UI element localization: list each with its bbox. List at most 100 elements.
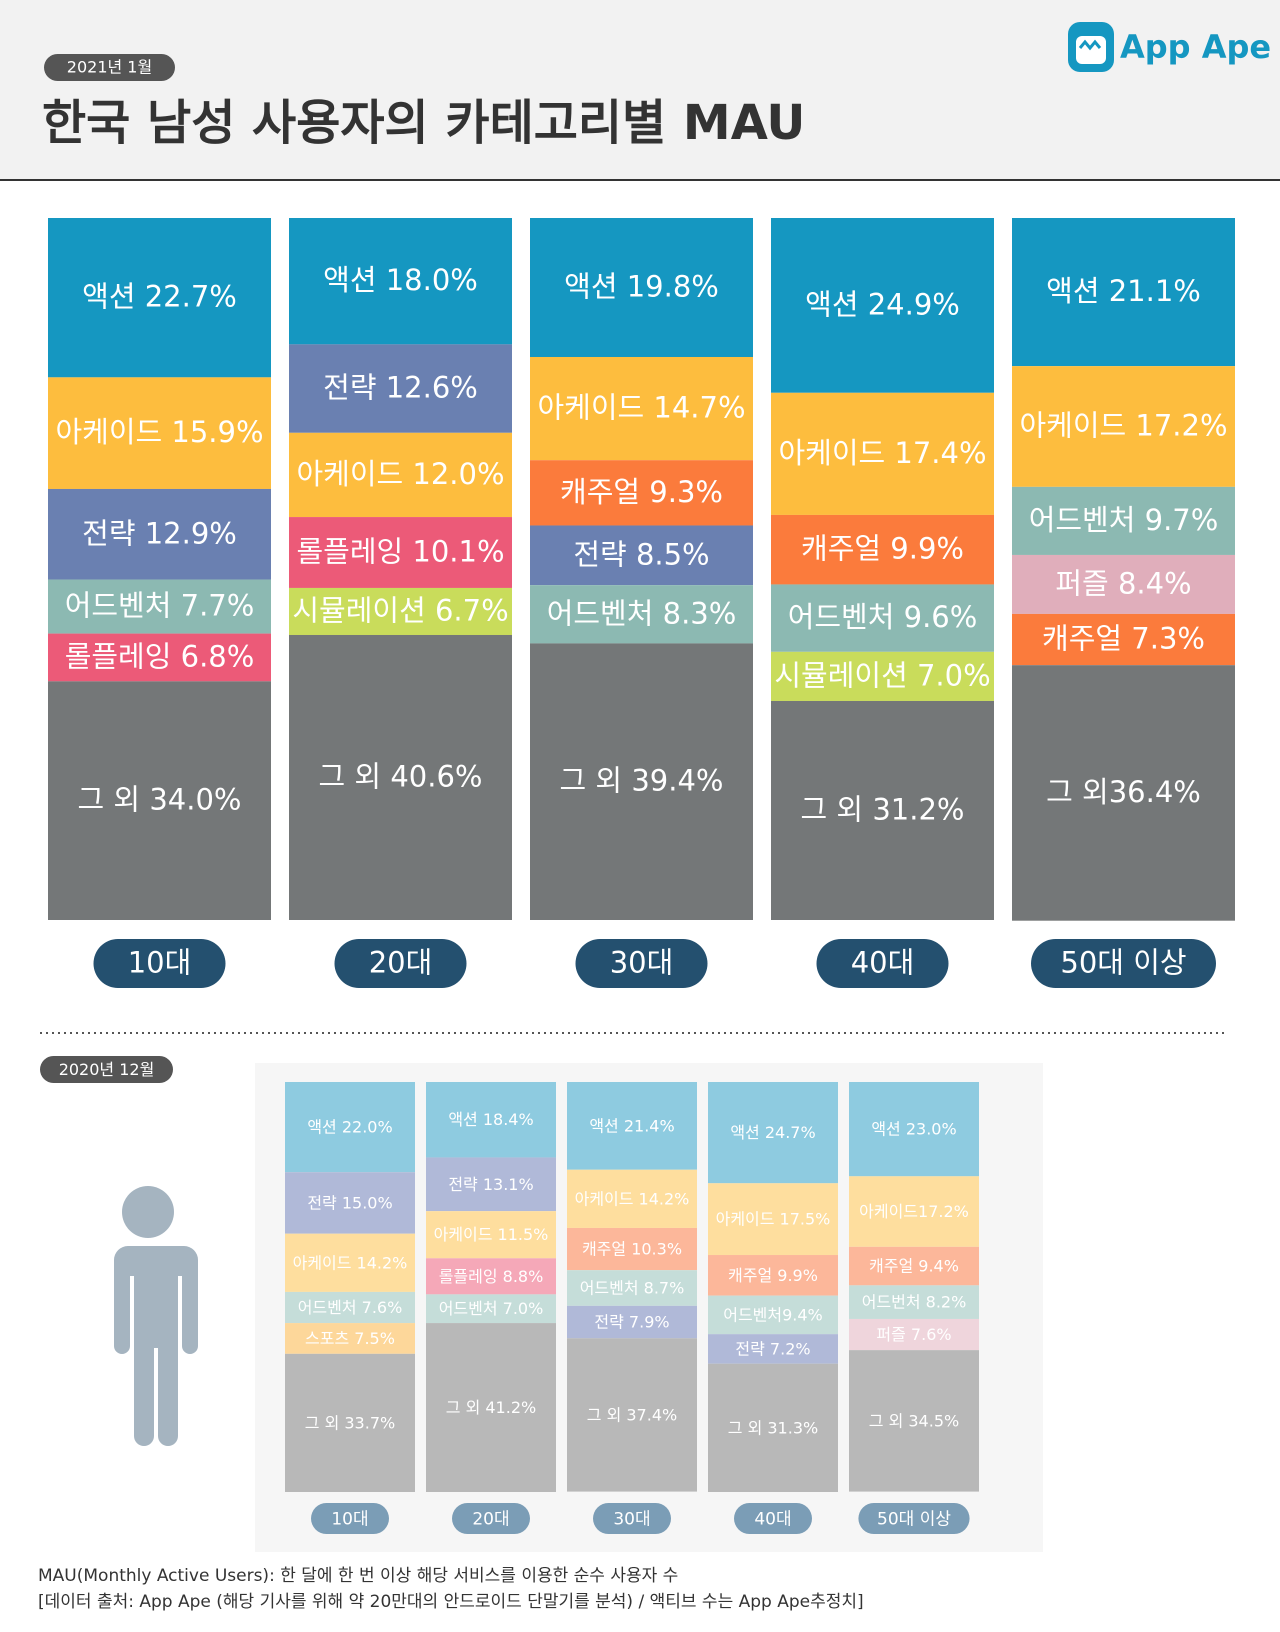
age-label: 50대 이상 — [1060, 946, 1186, 980]
segment-label: 어드벤처 8.3% — [547, 596, 737, 630]
segment — [771, 584, 994, 652]
segment — [285, 1172, 415, 1234]
segment — [708, 1334, 838, 1364]
segment — [426, 1157, 556, 1212]
age-pill — [334, 939, 467, 988]
header-bg — [0, 0, 1280, 180]
segment — [849, 1285, 979, 1319]
age-label: 40대 — [851, 946, 915, 980]
segment-label: 아케이드 14.2% — [293, 1253, 408, 1272]
segment — [567, 1082, 697, 1170]
segment-label: 그 외 33.7% — [305, 1413, 395, 1432]
age-label: 50대 이상 — [877, 1510, 951, 1530]
age-pill — [311, 1503, 389, 1534]
segment — [1012, 366, 1235, 487]
segment-label: 그 외 31.3% — [728, 1418, 818, 1437]
segment — [48, 681, 271, 920]
person-body — [112, 1246, 198, 1446]
period: 2020년 12월 — [59, 1060, 155, 1079]
segment-label: 액션 18.0% — [323, 263, 478, 297]
segment — [426, 1211, 556, 1259]
segment-label: 그 외 41.2% — [446, 1398, 536, 1417]
segment-label: 어드벤처 7.6% — [298, 1298, 403, 1317]
segment — [567, 1169, 697, 1228]
segment-label: 롤플레잉 8.8% — [439, 1267, 544, 1286]
segment — [1012, 665, 1235, 921]
segment-label: 어드벤처 9.6% — [788, 600, 978, 634]
segment-label: 전략 7.2% — [735, 1339, 810, 1358]
segment-label: 아케이드 12.0% — [296, 457, 504, 491]
segment — [708, 1295, 838, 1335]
age-label: 20대 — [369, 946, 433, 980]
segment-label: 전략 13.1% — [448, 1175, 533, 1194]
segment-label: 퍼즐 7.6% — [876, 1325, 951, 1344]
logo-text: App Ape — [1120, 28, 1271, 66]
segment — [771, 514, 994, 585]
segment-label: 그 외 37.4% — [587, 1405, 677, 1424]
segment — [48, 488, 271, 580]
segment — [849, 1350, 979, 1492]
segment-label: 액션 23.0% — [871, 1120, 956, 1139]
segment — [285, 1291, 415, 1324]
age-pill — [1031, 939, 1216, 988]
segment — [567, 1270, 697, 1306]
segment — [289, 344, 512, 433]
segment-label: 전략 15.0% — [307, 1193, 392, 1212]
segment-label: 어드벤처9.4% — [723, 1305, 823, 1324]
segment — [849, 1082, 979, 1177]
segment-label: 어드벤처 7.7% — [65, 589, 255, 623]
age-pill — [734, 1503, 812, 1534]
person-head — [122, 1186, 174, 1238]
segment-label: 전략 12.6% — [323, 371, 478, 405]
segment — [285, 1233, 415, 1292]
segment — [567, 1227, 697, 1271]
segment-label: 액션 21.4% — [589, 1116, 674, 1135]
date: 2021년 1월 — [67, 58, 152, 77]
segment-label: 아케이드 14.2% — [575, 1189, 690, 1208]
title: 한국 남성 사용자의 카테고리별 MAU — [42, 95, 805, 151]
segment-label: 그 외 31.2% — [801, 792, 965, 826]
segment-label: 아케이드 17.2% — [1019, 408, 1227, 442]
segment-label: 액션 24.9% — [805, 287, 960, 321]
segment-label: 아케이드 15.9% — [55, 415, 263, 449]
age-label: 30대 — [613, 1510, 650, 1530]
person-icon — [112, 1186, 198, 1446]
logo: App Ape — [1068, 22, 1271, 72]
age-pill — [93, 939, 226, 988]
segment-label: 아케이드 17.5% — [716, 1210, 831, 1229]
segment — [289, 634, 512, 920]
segment-label: 아케이드17.2% — [859, 1202, 969, 1221]
segment-label: 전략 12.9% — [82, 516, 237, 550]
segment-label: 캐주얼 9.3% — [560, 475, 723, 509]
segment-label: 그 외 40.6% — [319, 759, 483, 793]
segment — [771, 700, 994, 920]
segment — [1012, 486, 1235, 555]
segment — [289, 432, 512, 518]
segment-label: 캐주얼 10.3% — [582, 1240, 682, 1259]
segment-label: 아케이드 11.5% — [434, 1225, 549, 1244]
segment-label: 아케이드 17.4% — [778, 436, 986, 470]
segment — [1012, 554, 1235, 614]
segment-label: 액션 22.7% — [82, 280, 237, 314]
segment — [289, 587, 512, 635]
date-badge — [44, 54, 175, 81]
period-badge — [40, 1056, 173, 1083]
age-pill — [452, 1503, 530, 1534]
age-label: 10대 — [128, 946, 192, 980]
segment-label: 어드벤처 7.0% — [439, 1299, 544, 1318]
footer-definition: MAU(Monthly Active Users): 한 달에 한 번 이상 해… — [38, 1566, 678, 1586]
segment-label: 캐주얼 9.9% — [801, 532, 964, 566]
segment — [771, 651, 994, 701]
segment-label: 어드벤처 8.7% — [580, 1279, 685, 1298]
logo-eyes — [1078, 39, 1102, 51]
segment — [285, 1323, 415, 1354]
segment-label: 어드벤처 9.7% — [1029, 503, 1219, 537]
segment-label: 액션 22.0% — [307, 1118, 392, 1137]
segment-label: 시뮬레이션 6.7% — [292, 593, 508, 627]
age-label: 30대 — [610, 946, 674, 980]
segment — [708, 1255, 838, 1296]
segment — [289, 218, 512, 345]
segment — [530, 356, 753, 461]
segment-label: 캐주얼 9.4% — [869, 1257, 959, 1276]
segment-label: 전략 8.5% — [573, 537, 709, 571]
